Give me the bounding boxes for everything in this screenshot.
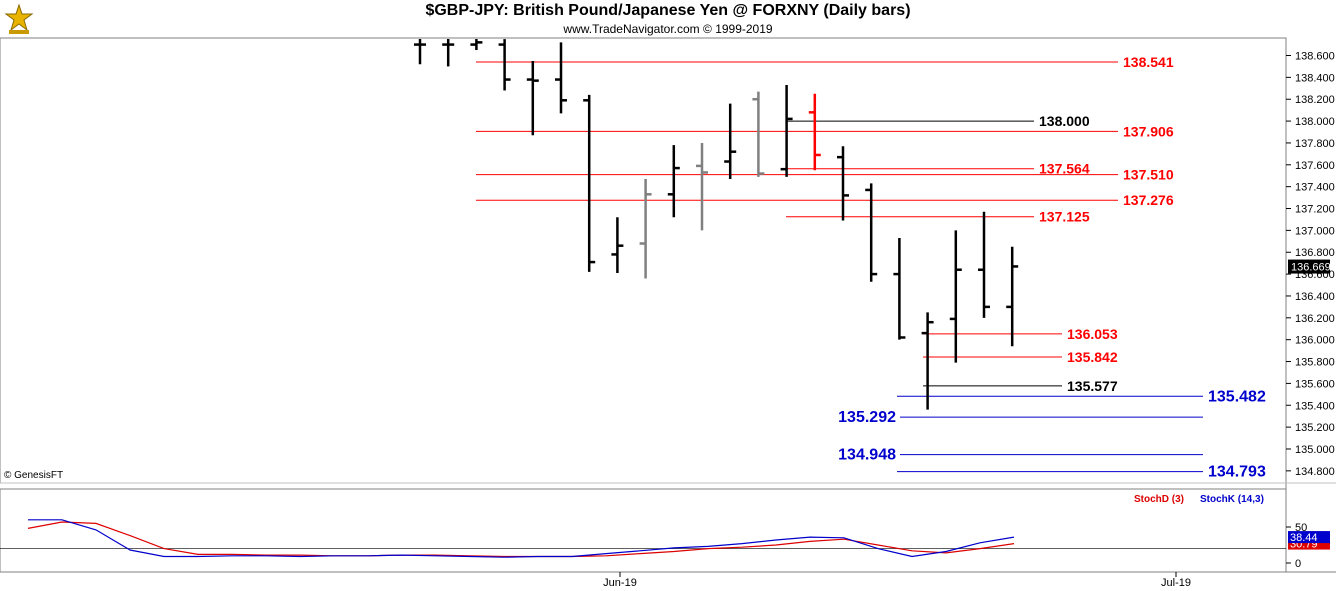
level-label: 137.510 xyxy=(1123,167,1174,183)
price-tick-label: 136.400 xyxy=(1295,291,1335,303)
price-tick-label: 136.800 xyxy=(1295,247,1335,259)
price-tick-label: 136.000 xyxy=(1295,335,1335,347)
level-label: 137.276 xyxy=(1123,192,1174,208)
level-label: 135.292 xyxy=(838,409,896,426)
ohlc-bar xyxy=(949,230,962,363)
ohlc-bar xyxy=(696,142,708,231)
ohlc-bar xyxy=(414,39,426,65)
level-label: 137.906 xyxy=(1123,123,1174,139)
time-tick-label: Jun-19 xyxy=(603,577,637,589)
ohlc-bar xyxy=(752,91,765,177)
price-tick-label: 136.200 xyxy=(1295,313,1335,325)
level-label: 137.564 xyxy=(1039,161,1090,177)
ohlc-bar xyxy=(724,103,737,180)
last-price-box xyxy=(1288,259,1330,274)
ohlc-bar xyxy=(583,94,596,272)
price-tick-label: 135.400 xyxy=(1295,400,1335,412)
level-label: 136.053 xyxy=(1067,326,1118,342)
ohlc-bar xyxy=(526,60,539,136)
ohlc-bar xyxy=(667,145,680,218)
stoch-tick-label: 50 xyxy=(1295,522,1307,534)
level-label: 138.000 xyxy=(1039,113,1090,129)
ohlc-bar xyxy=(837,146,849,221)
ohlc-bar xyxy=(780,85,793,177)
trade-navigator-logo-icon xyxy=(4,3,34,34)
ohlc-bar xyxy=(921,312,934,410)
level-label: 135.482 xyxy=(1208,388,1266,405)
price-tick-label: 135.200 xyxy=(1295,422,1335,434)
price-tick-label: 137.600 xyxy=(1295,160,1335,172)
ohlc-bar xyxy=(498,39,511,91)
price-tick-label: 138.400 xyxy=(1295,72,1335,84)
time-tick-label: Jul-19 xyxy=(1161,577,1191,589)
price-levels: 138.541 138.000 137.906 137.564 137.510 137.2… xyxy=(476,54,1266,481)
price-tick-label: 135.800 xyxy=(1295,357,1335,369)
chart-title: $GBP-JPY: British Pound/Japanese Yen @ F… xyxy=(425,2,911,19)
stochk-line xyxy=(28,519,1015,558)
price-tick-label: 135.000 xyxy=(1295,444,1335,456)
time-axis: Jun-19 Jul-19 xyxy=(603,572,1191,589)
price-tick-label: 137.200 xyxy=(1295,204,1335,216)
level-label: 135.577 xyxy=(1067,378,1118,394)
ohlc-bar xyxy=(1006,246,1019,347)
stochd-line xyxy=(27,521,1015,558)
ohlc-bar xyxy=(865,183,878,282)
price-tick-label: 138.000 xyxy=(1295,116,1335,128)
price-tick-label: 137.400 xyxy=(1295,182,1335,194)
stochd-legend: StochD (3) xyxy=(1134,494,1184,505)
ohlc-bar xyxy=(555,42,567,114)
level-label: 134.948 xyxy=(838,447,896,464)
price-tick-label: 138.600 xyxy=(1295,51,1335,63)
price-panel-frame xyxy=(0,37,1287,484)
stoch-tick-label: 0 xyxy=(1295,558,1301,570)
ohlc-bar xyxy=(442,39,455,67)
chart-header: $GBP-JPY: British Pound/Japanese Yen @ F… xyxy=(0,0,1336,38)
price-tick-label: 137.000 xyxy=(1295,225,1335,237)
ohlc-bars xyxy=(414,39,1019,410)
stoch-panel-frame xyxy=(0,488,1287,573)
level-label: 135.842 xyxy=(1067,349,1118,365)
ohlc-bar xyxy=(611,217,624,274)
price-axis: 138.600 138.400 138.200 138.000 137.800 137.6… xyxy=(1286,51,1335,478)
price-tick-label: 134.800 xyxy=(1295,466,1335,478)
level-label: 137.125 xyxy=(1039,209,1090,225)
price-tick-label: 135.600 xyxy=(1295,378,1335,390)
chart-subtitle: www.TradeNavigator.com © 1999-2019 xyxy=(563,22,773,36)
stochk-value-box xyxy=(1288,531,1330,544)
level-label: 134.793 xyxy=(1208,464,1266,481)
price-tick-label: 137.800 xyxy=(1295,138,1335,150)
stochk-value: 38.44 xyxy=(1290,532,1318,544)
stochk-legend: StochK (14,3) xyxy=(1200,494,1264,505)
ohlc-bar xyxy=(470,39,483,51)
ohlc-bar xyxy=(639,179,652,279)
genesis-watermark: © GenesisFT xyxy=(4,470,63,481)
level-label: 138.541 xyxy=(1123,54,1174,70)
ohlc-bar xyxy=(808,93,821,171)
last-price-label: 136.669 xyxy=(1291,262,1331,274)
price-tick-label: 138.200 xyxy=(1295,94,1335,106)
ohlc-bar xyxy=(978,211,990,318)
ohlc-bar xyxy=(893,238,906,340)
